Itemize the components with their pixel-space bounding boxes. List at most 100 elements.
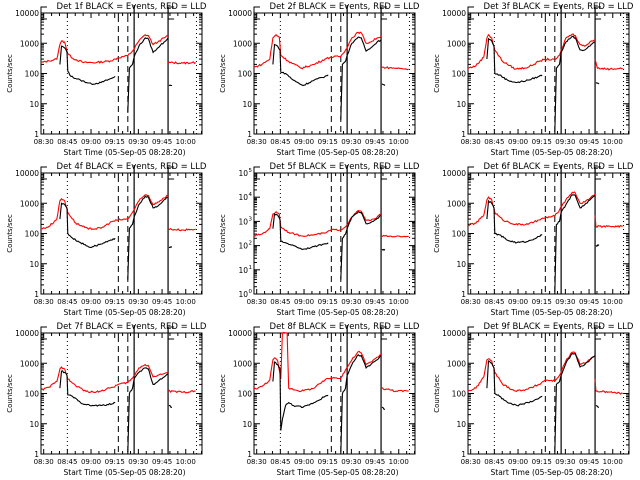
x-tick-label: 09:15 [105,458,125,466]
y-tick-label: 1 [461,450,466,459]
events-series-line [340,354,382,455]
lld-series-line [40,363,169,394]
x-tick-label: 09:45 [365,458,385,466]
y-tick-label: 10 [242,420,252,429]
y-tick-label: 1 [247,130,252,139]
events-series-line [486,360,543,407]
x-tick-label: 09:45 [579,298,599,306]
y-tick-label: 10 [242,100,252,109]
x-tick-label: 09:00 [508,138,528,146]
x-tick-label: 09:15 [318,298,338,306]
lld-series-line [467,191,596,227]
y-tick-label: 100 [452,390,467,399]
y-tick-label: 10 [456,420,466,429]
y-axis-label: Counts/sec [6,214,14,253]
x-axis-label: Start Time (05-Sep-05 08:28:20) [64,468,186,477]
events-series-line [340,36,382,120]
lld-series-line [380,387,409,393]
y-tick-label: 10 [238,193,248,202]
plot-frame [467,12,630,135]
x-tick-label: 08:45 [270,138,290,146]
x-tick-label: 08:45 [57,298,77,306]
y-tick-label: 10 [238,169,248,178]
plot-frame [467,332,630,455]
plot-frame [253,12,416,135]
y-tick-label: 100 [25,230,40,239]
chart-title: Det 4f BLACK = Events, RED = LLD [57,162,207,172]
chart-panel: Det 6f BLACK = Events, RED = LLD Start Ti… [433,162,634,317]
y-tick-label: 1 [461,130,466,139]
x-tick-label: 10:00 [176,298,196,306]
x-tick-label: 09:00 [81,458,101,466]
attenuator-bracket [594,326,602,340]
x-tick-label: 09:30 [555,138,575,146]
y-tick-label: 10000 [228,329,252,338]
events-series-line [486,199,543,244]
x-tick-label: 09:00 [294,298,314,306]
x-tick-label: 09:45 [365,298,385,306]
x-tick-label: 08:45 [484,458,504,466]
x-tick-label: 10:00 [603,298,623,306]
interval-bracket [544,332,556,336]
interval-bracket [330,172,342,176]
lld-series-line [40,34,169,64]
lld-series-line [380,234,409,238]
x-tick-label: 09:30 [555,458,575,466]
y-tick-exponent: 0 [249,289,253,295]
chart-panel: Det 9f BLACK = Events, RED = LLD Start Ti… [433,322,634,477]
y-tick-label: 10 [29,420,39,429]
y-tick-label: 10000 [442,169,466,178]
x-tick-label: 10:00 [176,458,196,466]
events-series-line [595,404,600,408]
x-tick-label: 08:30 [34,298,54,306]
x-tick-label: 10:00 [603,458,623,466]
y-tick-exponent: 3 [249,216,253,222]
y-tick-label: 100 [238,70,253,79]
lld-series-line [253,31,382,70]
x-tick-label: 08:45 [484,138,504,146]
chart-title: Det 8f BLACK = Events, RED = LLD [270,322,420,332]
interval-start-bracket [253,166,260,180]
x-axis-label: Start Time (05-Sep-05 08:28:20) [491,308,613,317]
interval-start-bracket [40,326,47,340]
x-tick-label: 08:30 [461,458,481,466]
events-series-line [127,37,169,113]
interval-bracket [544,12,556,16]
events-series-line [59,45,116,85]
x-tick-label: 08:45 [270,458,290,466]
y-axis-label: Counts/sec [219,54,227,93]
y-tick-label: 10 [238,217,248,226]
chart-panel: Det 3f BLACK = Events, RED = LLD Start Ti… [433,2,634,157]
x-tick-label: 09:00 [508,458,528,466]
lld-series-line [167,228,196,232]
y-tick-exponent: 4 [249,192,253,198]
events-series-line [486,37,543,84]
events-series-line [554,194,596,295]
y-tick-exponent: 5 [249,168,253,174]
x-tick-label: 09:30 [341,298,361,306]
x-tick-label: 09:45 [365,138,385,146]
chart-panel: Det 2f BLACK = Events, RED = LLD Start Ti… [219,2,420,157]
x-tick-label: 09:45 [152,298,172,306]
x-axis-label: Start Time (05-Sep-05 08:28:20) [277,308,399,317]
events-series-line [554,352,596,455]
chart-title: Det 9f BLACK = Events, RED = LLD [484,322,634,332]
x-tick-label: 09:45 [579,138,599,146]
interval-bracket [330,12,342,16]
interval-start-bracket [467,326,474,340]
x-tick-label: 08:45 [57,458,77,466]
events-series-line [272,43,329,87]
events-series-line [381,406,386,410]
x-tick-label: 09:15 [318,138,338,146]
attenuator-bracket [167,166,175,180]
y-tick-label: 10000 [442,329,466,338]
interval-start-bracket [467,6,474,20]
x-tick-label: 09:30 [128,298,148,306]
lld-series-line [594,58,623,71]
attenuator-bracket [167,6,175,20]
x-tick-label: 08:45 [57,138,77,146]
interval-bracket [117,12,129,16]
x-tick-label: 09:15 [105,138,125,146]
x-axis-label: Start Time (05-Sep-05 08:28:20) [64,148,186,157]
